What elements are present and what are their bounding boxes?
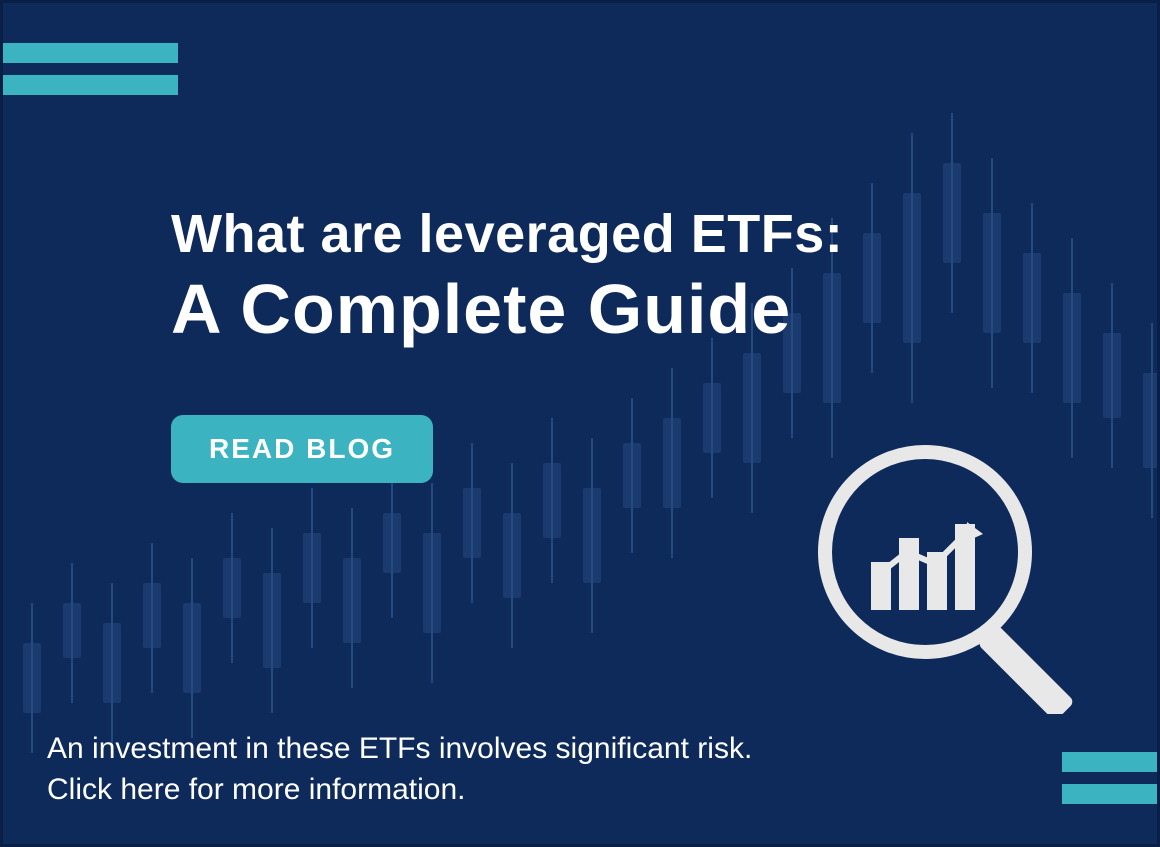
title-block: What are leveraged ETFs: A Complete Guid… (171, 203, 843, 349)
candle-body (223, 558, 241, 618)
candle-wick (671, 368, 673, 558)
candle-wick (231, 513, 233, 663)
candle-wick (191, 558, 193, 738)
candle-body (663, 418, 681, 508)
candle-wick (271, 528, 273, 713)
candle-wick (1111, 283, 1113, 468)
candle-body (383, 513, 401, 573)
candle-body (703, 383, 721, 453)
title-line-2: A Complete Guide (171, 269, 843, 349)
candle-wick (151, 543, 153, 693)
accent-stripe (3, 75, 178, 95)
candle-body (463, 488, 481, 558)
candle-wick (1071, 238, 1073, 458)
candle-wick (111, 583, 113, 743)
candle-wick (871, 183, 873, 373)
candle-body (503, 513, 521, 598)
accent-stripe (3, 43, 178, 63)
candle-body (423, 533, 441, 633)
candle-wick (591, 438, 593, 633)
candle-wick (991, 158, 993, 388)
title-line-1: What are leveraged ETFs: (171, 203, 843, 265)
candle-wick (911, 133, 913, 403)
read-blog-button[interactable]: READ BLOG (171, 415, 433, 483)
disclaimer-line-2: Click here for more information. (47, 773, 465, 806)
accent-stripe (1062, 752, 1157, 772)
candle-body (863, 233, 881, 323)
candle-body (183, 603, 201, 693)
candle-wick (431, 483, 433, 683)
candle-wick (551, 418, 553, 583)
candle-wick (391, 468, 393, 618)
candle-wick (951, 113, 953, 313)
candle-body (623, 443, 641, 508)
candle-body (903, 193, 921, 343)
candle-wick (511, 463, 513, 648)
candle-body (543, 463, 561, 538)
candle-body (1063, 293, 1081, 403)
candle-body (983, 213, 1001, 333)
candle-wick (31, 603, 33, 753)
candle-body (943, 163, 961, 263)
candle-body (103, 623, 121, 703)
disclaimer-line-1: An investment in these ETFs involves sig… (47, 732, 752, 765)
promo-card: What are leveraged ETFs: A Complete Guid… (0, 0, 1160, 847)
candle-body (1103, 333, 1121, 418)
candle-body (263, 573, 281, 668)
risk-disclaimer[interactable]: An investment in these ETFs involves sig… (47, 729, 752, 810)
candle-body (743, 353, 761, 463)
candle-wick (711, 338, 713, 498)
candle-wick (1151, 323, 1153, 518)
candle-wick (351, 508, 353, 688)
candle-wick (631, 398, 633, 553)
candle-body (303, 533, 321, 603)
candle-wick (1031, 203, 1033, 393)
magnifier-chart-icon (807, 434, 1087, 714)
candle-body (1023, 253, 1041, 343)
candle-body (343, 558, 361, 643)
accent-stripe (1062, 784, 1157, 804)
candle-wick (311, 488, 313, 648)
candle-body (143, 583, 161, 648)
candle-body (63, 603, 81, 658)
candle-body (583, 488, 601, 583)
candle-body (1143, 373, 1160, 468)
candle-wick (71, 563, 73, 703)
candle-wick (471, 443, 473, 603)
candle-body (23, 643, 41, 713)
